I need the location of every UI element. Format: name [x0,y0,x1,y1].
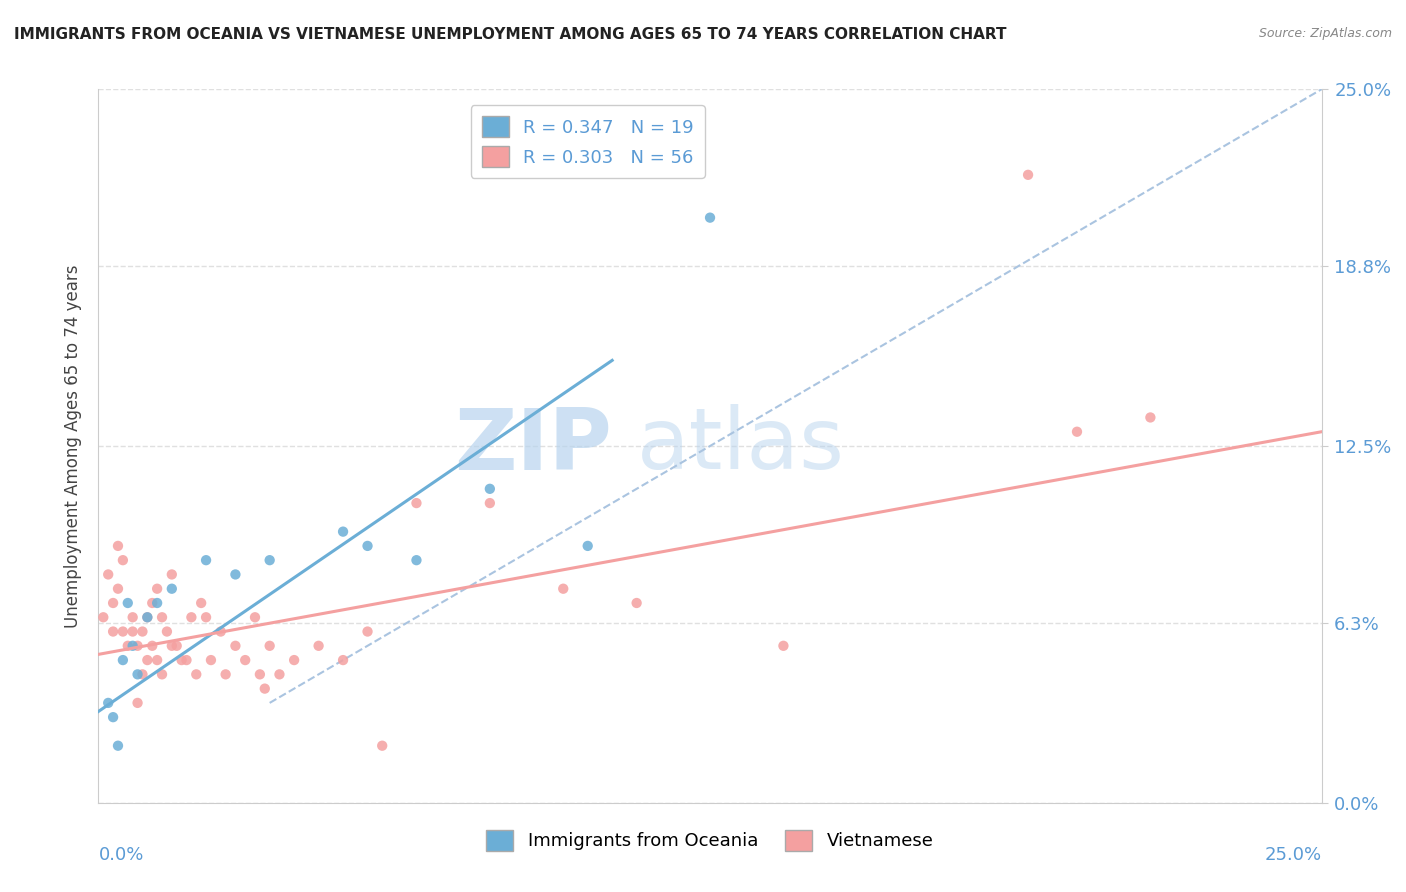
Point [117,596,139,610]
Point [160,582,183,596]
Point [131,667,153,681]
Text: ZIP: ZIP [454,404,612,488]
Point [111,553,134,567]
Point [283,653,305,667]
Point [1139,410,1161,425]
Point [699,211,721,225]
Point [405,553,427,567]
Point [107,739,129,753]
Point [214,667,236,681]
Point [160,639,183,653]
Point [195,553,218,567]
Point [259,639,281,653]
Point [269,667,291,681]
Point [136,610,159,624]
Point [1017,168,1039,182]
Text: IMMIGRANTS FROM OCEANIA VS VIETNAMESE UNEMPLOYMENT AMONG AGES 65 TO 74 YEARS COR: IMMIGRANTS FROM OCEANIA VS VIETNAMESE UN… [14,27,1007,42]
Point [150,610,173,624]
Point [356,539,378,553]
Point [200,653,222,667]
Point [224,567,246,582]
Point [91,610,114,624]
Point [166,639,188,653]
Point [576,539,599,553]
Point [626,596,648,610]
Point [160,567,183,582]
Point [356,624,378,639]
Point [332,653,354,667]
Point [190,596,212,610]
Point [249,667,271,681]
Text: Source: ZipAtlas.com: Source: ZipAtlas.com [1258,27,1392,40]
Text: 0.0%: 0.0% [98,846,143,863]
Text: atlas: atlas [637,404,845,488]
Point [127,667,149,681]
Point [259,553,281,567]
Point [224,639,246,653]
Point [146,596,169,610]
Point [136,610,159,624]
Point [121,610,143,624]
Point [180,610,202,624]
Point [1066,425,1088,439]
Y-axis label: Unemployment Among Ages 65 to 74 years: Unemployment Among Ages 65 to 74 years [65,264,83,628]
Point [253,681,276,696]
Point [97,696,120,710]
Point [308,639,330,653]
Point [209,624,232,639]
Point [478,496,501,510]
Legend: Immigrants from Oceania, Vietnamese: Immigrants from Oceania, Vietnamese [479,822,941,858]
Point [176,653,198,667]
Point [156,624,179,639]
Point [101,624,124,639]
Point [127,639,149,653]
Point [107,539,129,553]
Point [117,639,139,653]
Text: 25.0%: 25.0% [1264,846,1322,863]
Point [478,482,501,496]
Point [772,639,794,653]
Point [101,710,124,724]
Point [111,653,134,667]
Point [107,582,129,596]
Point [186,667,208,681]
Point [121,624,143,639]
Point [233,653,256,667]
Point [127,696,149,710]
Point [141,596,163,610]
Point [332,524,354,539]
Point [170,653,193,667]
Point [553,582,575,596]
Point [111,624,134,639]
Point [131,624,153,639]
Point [146,582,169,596]
Point [121,639,143,653]
Point [136,653,159,667]
Point [405,496,427,510]
Point [101,596,124,610]
Point [146,653,169,667]
Point [195,610,218,624]
Point [97,567,120,582]
Point [243,610,266,624]
Point [141,639,163,653]
Point [150,667,173,681]
Point [371,739,394,753]
